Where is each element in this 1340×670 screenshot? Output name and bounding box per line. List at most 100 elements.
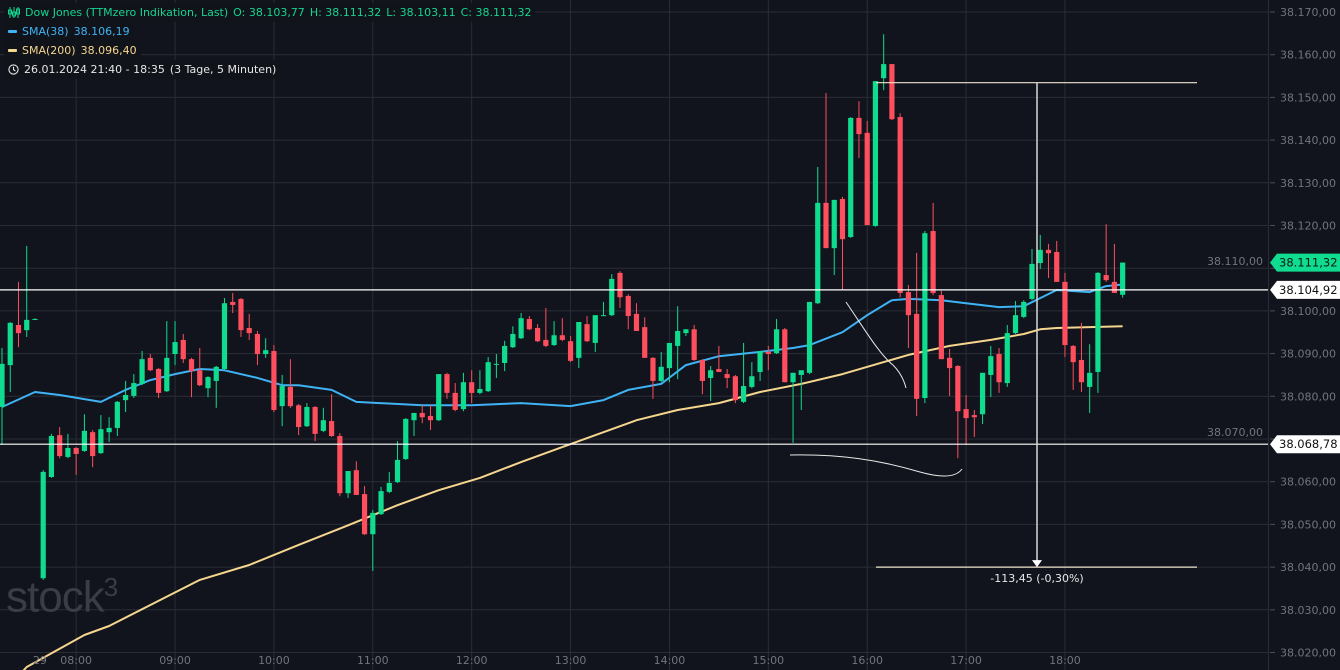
candle bbox=[683, 329, 689, 337]
candle bbox=[922, 231, 928, 404]
last-price-badge bbox=[1270, 253, 1340, 272]
candle-body bbox=[123, 395, 129, 401]
candle-body bbox=[749, 376, 755, 387]
sma38-value: 38.106,19 bbox=[73, 25, 130, 38]
time-tick-label: 29 bbox=[33, 654, 47, 667]
horizontal-lines[interactable] bbox=[0, 289, 1268, 445]
candle-body bbox=[246, 327, 252, 334]
candle bbox=[485, 357, 491, 393]
time-tick-label: 17:00 bbox=[950, 654, 982, 667]
legend-sma200-row[interactable]: SMA(200) 38.096,40 bbox=[4, 41, 141, 60]
instrument-name: Dow Jones (TTMzero Indikation, Last) bbox=[25, 6, 229, 19]
candle bbox=[320, 407, 326, 433]
candle bbox=[609, 274, 615, 317]
candle-body bbox=[757, 351, 763, 372]
candle bbox=[155, 368, 162, 399]
candle bbox=[370, 509, 376, 571]
candle-body bbox=[0, 363, 5, 407]
candle bbox=[584, 316, 590, 343]
candle bbox=[279, 374, 285, 427]
candle bbox=[139, 351, 145, 386]
candle-body bbox=[131, 383, 137, 396]
candle bbox=[0, 348, 5, 445]
candle-body bbox=[57, 435, 63, 457]
sma200-swatch bbox=[8, 49, 17, 52]
candle-body bbox=[675, 330, 681, 346]
drawings[interactable] bbox=[789, 301, 963, 477]
candle-body bbox=[15, 324, 22, 334]
candle-body bbox=[889, 64, 895, 120]
candle bbox=[238, 298, 244, 337]
candle-body bbox=[304, 406, 310, 427]
candle-body bbox=[806, 301, 813, 373]
sma200-value: 38.096,40 bbox=[80, 44, 137, 57]
price-tick-label: 38.100,00 bbox=[1280, 305, 1336, 318]
price-axis[interactable]: 38.170,00 38.160,00 38.150,00 38.140,00 38.1… bbox=[1207, 6, 1340, 660]
candle bbox=[452, 383, 458, 412]
candle-body bbox=[213, 366, 219, 381]
candle-body bbox=[230, 301, 236, 305]
candle bbox=[493, 354, 499, 378]
candle bbox=[337, 433, 343, 497]
candle bbox=[40, 470, 46, 580]
candle bbox=[1120, 262, 1126, 298]
chart-legend: Dow Jones (TTMzero Indikation, Last) O: … bbox=[4, 3, 536, 79]
candle bbox=[254, 330, 261, 366]
candle-body bbox=[576, 322, 582, 358]
horizontal-line-price-label: 38.068,78 bbox=[1279, 437, 1338, 451]
legend-instrument-row[interactable]: Dow Jones (TTMzero Indikation, Last) O: … bbox=[4, 3, 536, 22]
candle bbox=[147, 354, 153, 372]
sma200-line bbox=[22, 325, 1123, 670]
candle bbox=[263, 338, 269, 358]
candle-body bbox=[296, 405, 302, 428]
candle bbox=[864, 120, 870, 226]
candle-body bbox=[312, 406, 318, 434]
candle bbox=[914, 252, 920, 416]
candle bbox=[749, 362, 755, 389]
candle bbox=[988, 345, 994, 398]
measure-tool[interactable]: -113,45 (-0,30%) bbox=[876, 82, 1197, 585]
candle-body bbox=[922, 233, 928, 399]
candle-body bbox=[872, 81, 879, 226]
candle-body bbox=[947, 357, 953, 369]
candle bbox=[567, 336, 574, 363]
candle-body bbox=[823, 202, 829, 249]
ohlc-close: C: 38.111,32 bbox=[460, 6, 532, 19]
candle bbox=[353, 461, 359, 495]
freehand-drawing[interactable] bbox=[845, 301, 907, 389]
candle bbox=[889, 64, 895, 121]
sma38-label: SMA(38) bbox=[22, 25, 69, 38]
price-tick-label: 38.150,00 bbox=[1280, 91, 1336, 104]
candle-body bbox=[642, 327, 648, 358]
candle-body bbox=[1078, 360, 1085, 383]
candle-body bbox=[881, 64, 887, 79]
legend-range-row[interactable]: 26.01.2024 21:40 - 18:35 (3 Tage, 5 Minu… bbox=[4, 60, 281, 79]
candle bbox=[81, 414, 87, 452]
candle bbox=[691, 324, 697, 361]
candle-body bbox=[329, 421, 335, 437]
candle bbox=[576, 322, 582, 369]
time-axis[interactable]: 29 08:00 09:00 10:00 11:00 12:00 13:00 14:00 15:… bbox=[33, 654, 1081, 667]
freehand-drawing[interactable] bbox=[789, 454, 963, 477]
horizontal-line-price-label: 38.104,92 bbox=[1279, 283, 1338, 297]
candle bbox=[881, 34, 887, 91]
candle bbox=[666, 342, 673, 383]
legend-sma38-row[interactable]: SMA(38) 38.106,19 bbox=[4, 22, 134, 41]
candle bbox=[32, 318, 38, 321]
candle-body bbox=[617, 272, 623, 298]
candle-body bbox=[419, 412, 425, 418]
candles bbox=[0, 34, 1126, 580]
candle-body bbox=[815, 202, 821, 304]
candle-body bbox=[765, 351, 771, 355]
ohlc-low: L: 38.103,11 bbox=[386, 6, 456, 19]
price-tick-label: 38.080,00 bbox=[1280, 390, 1336, 403]
candle-body bbox=[98, 429, 104, 454]
candle-body bbox=[40, 471, 46, 579]
candle bbox=[1062, 272, 1068, 358]
candle bbox=[1004, 324, 1010, 387]
candle bbox=[1029, 248, 1035, 301]
time-tick-label: 14:00 bbox=[654, 654, 686, 667]
candle-body bbox=[559, 335, 565, 340]
